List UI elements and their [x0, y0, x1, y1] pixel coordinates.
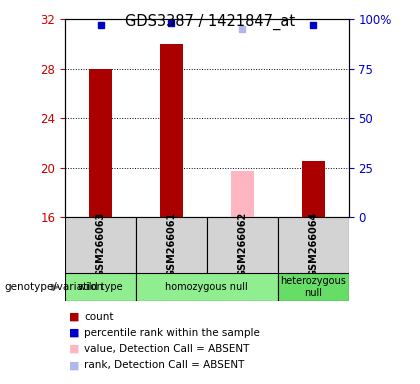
Text: value, Detection Call = ABSENT: value, Detection Call = ABSENT: [84, 344, 249, 354]
Bar: [160, 44, 183, 217]
Bar: [136, 273, 278, 301]
Bar: [65, 217, 136, 273]
Bar: [136, 217, 207, 273]
Text: rank, Detection Call = ABSENT: rank, Detection Call = ABSENT: [84, 360, 244, 370]
Bar: [89, 69, 112, 217]
Bar: [207, 217, 278, 273]
Text: GSM266064: GSM266064: [308, 212, 318, 277]
Text: percentile rank within the sample: percentile rank within the sample: [84, 328, 260, 338]
Bar: [231, 171, 254, 217]
Text: count: count: [84, 312, 113, 322]
Bar: [278, 217, 349, 273]
Text: ■: ■: [69, 360, 80, 370]
Text: homozygous null: homozygous null: [165, 282, 248, 292]
Text: ■: ■: [69, 328, 80, 338]
Bar: [302, 161, 325, 217]
Text: GDS3387 / 1421847_at: GDS3387 / 1421847_at: [125, 13, 295, 30]
Text: GSM266061: GSM266061: [166, 212, 176, 277]
Text: heterozygous
null: heterozygous null: [280, 276, 346, 298]
Text: GSM266062: GSM266062: [237, 212, 247, 277]
Text: ■: ■: [69, 312, 80, 322]
Bar: [65, 273, 136, 301]
Text: GSM266063: GSM266063: [95, 212, 105, 277]
Bar: [278, 273, 349, 301]
Text: wild type: wild type: [78, 282, 123, 292]
Text: genotype/variation: genotype/variation: [4, 282, 103, 292]
Text: ■: ■: [69, 344, 80, 354]
